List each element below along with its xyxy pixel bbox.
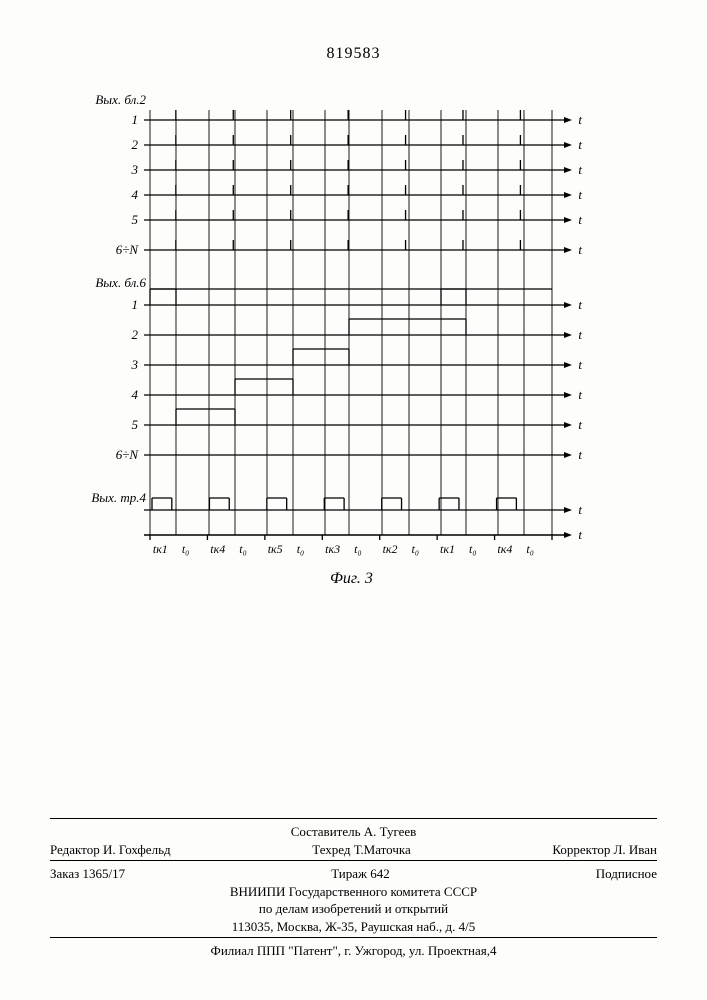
svg-text:t: t: [578, 527, 582, 542]
svg-text:t: t: [578, 297, 582, 312]
svg-text:tк4: tк4: [210, 542, 225, 556]
svg-text:1: 1: [132, 112, 139, 127]
svg-text:tк1: tк1: [153, 542, 168, 556]
order-mid: Тираж 642: [331, 865, 390, 883]
svg-text:t: t: [578, 242, 582, 257]
editor: Редактор И. Гохфельд: [50, 841, 171, 859]
svg-text:t₀: t₀: [354, 542, 362, 556]
svg-text:t: t: [578, 387, 582, 402]
svg-text:4: 4: [132, 187, 139, 202]
svg-text:6÷N: 6÷N: [116, 242, 140, 257]
svg-text:tк5: tк5: [268, 542, 283, 556]
svg-text:5: 5: [132, 212, 139, 227]
svg-text:t₀: t₀: [239, 542, 247, 556]
svg-text:tк3: tк3: [325, 542, 340, 556]
svg-text:t₀: t₀: [412, 542, 420, 556]
svg-text:6÷N: 6÷N: [116, 447, 140, 462]
org2: по делам изобретений и открытий: [50, 900, 657, 918]
svg-text:3: 3: [131, 357, 139, 372]
svg-text:Вых. бл.6: Вых. бл.6: [95, 275, 146, 290]
svg-text:t: t: [578, 162, 582, 177]
svg-text:t: t: [578, 502, 582, 517]
timing-diagram: Вых. бл.2 1 t 2 t 3 t 4 t 5 t 6÷N t Вых. бл.6 1 t 2 t 3 t 4 t…: [84, 90, 604, 610]
figure-label: Фиг. 3: [330, 570, 373, 588]
footer-block: Составитель А. Тугеев Редактор И. Гохфел…: [50, 816, 657, 960]
svg-text:3: 3: [131, 162, 139, 177]
techred: Техред Т.Маточка: [312, 841, 411, 859]
svg-text:t: t: [578, 417, 582, 432]
order-left: Заказ 1365/17: [50, 865, 125, 883]
svg-text:Вых. бл.2: Вых. бл.2: [95, 92, 146, 107]
org1: ВНИИПИ Государственного комитета СССР: [50, 883, 657, 901]
svg-text:5: 5: [132, 417, 139, 432]
svg-text:2: 2: [132, 137, 139, 152]
svg-text:t: t: [578, 212, 582, 227]
svg-text:t: t: [578, 447, 582, 462]
svg-text:t: t: [578, 187, 582, 202]
svg-text:1: 1: [132, 297, 139, 312]
order-right: Подписное: [596, 865, 657, 883]
svg-text:t₀: t₀: [526, 542, 534, 556]
svg-text:tк1: tк1: [440, 542, 455, 556]
patent-number: 819583: [0, 45, 707, 63]
corrector: Корректор Л. Иван: [552, 841, 657, 859]
svg-text:tк2: tк2: [383, 542, 398, 556]
svg-text:tк4: tк4: [497, 542, 512, 556]
addr: 113035, Москва, Ж-35, Раушская наб., д. …: [50, 918, 657, 936]
svg-text:2: 2: [132, 327, 139, 342]
svg-text:t: t: [578, 327, 582, 342]
compiler: Составитель А. Тугеев: [50, 823, 657, 841]
svg-text:t: t: [578, 357, 582, 372]
svg-text:t: t: [578, 112, 582, 127]
branch: Филиал ППП "Патент", г. Ужгород, ул. Про…: [50, 942, 657, 960]
svg-text:t: t: [578, 137, 582, 152]
svg-text:Вых. тр.4: Вых. тр.4: [91, 490, 146, 505]
svg-text:t₀: t₀: [297, 542, 305, 556]
svg-text:t₀: t₀: [469, 542, 477, 556]
svg-text:4: 4: [132, 387, 139, 402]
svg-text:t₀: t₀: [182, 542, 190, 556]
